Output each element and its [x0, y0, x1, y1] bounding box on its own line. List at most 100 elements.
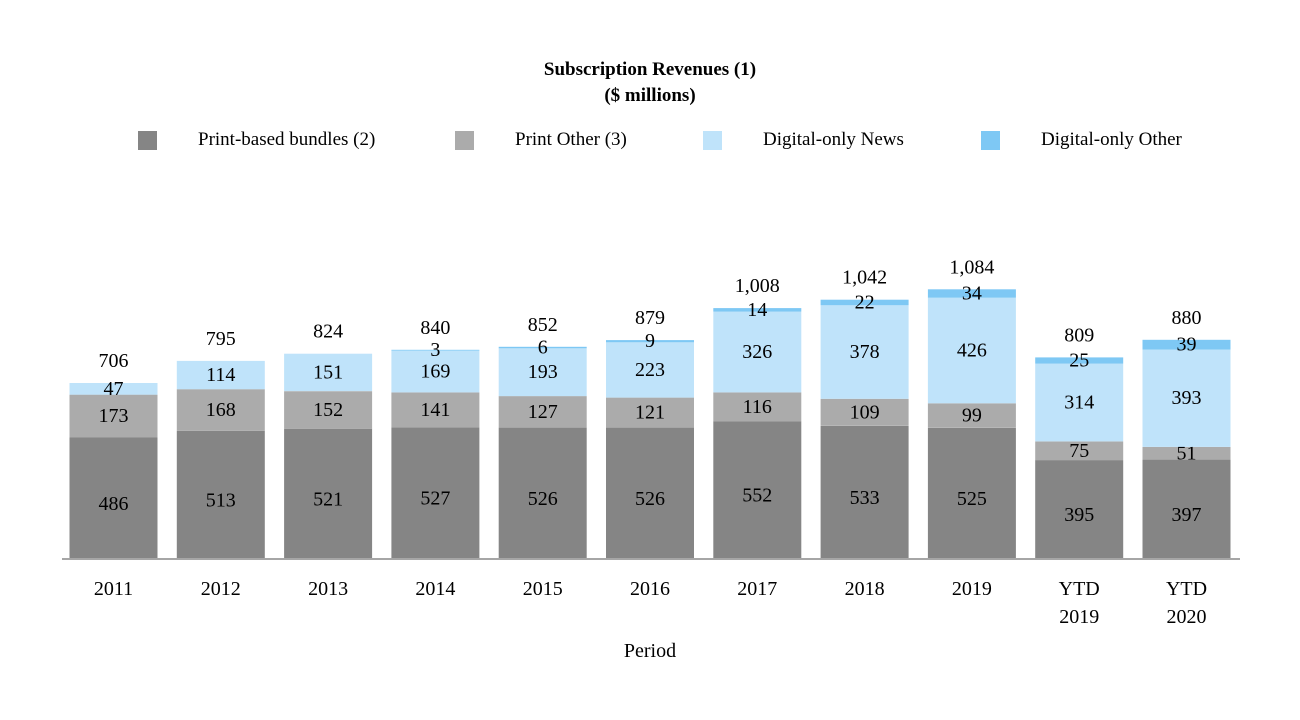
legend-label-print-other: Print Other (3)	[515, 129, 627, 150]
bar-segment	[391, 427, 480, 558]
x-tick-label: 2017	[737, 578, 777, 600]
legend-swatch-digital-other	[981, 130, 1000, 150]
bar-segment	[176, 360, 265, 390]
data-label: 116	[743, 396, 772, 418]
bar-segment	[713, 311, 802, 393]
bar-segment	[284, 428, 373, 558]
data-label: 121	[635, 402, 665, 424]
bar-segment	[820, 305, 909, 399]
x-tick-label: YTD 2020	[1166, 578, 1207, 628]
bar-segment	[713, 308, 802, 312]
data-label: 99	[962, 405, 982, 427]
legend-label-digital-news: Digital-only News	[763, 129, 904, 150]
data-label: 75	[1069, 440, 1089, 462]
bar-segment	[820, 299, 909, 306]
bar-segment	[1142, 446, 1231, 460]
data-label: 152	[313, 399, 343, 421]
bar-segment	[820, 398, 909, 426]
bar-segment	[69, 437, 158, 558]
bar-segment	[391, 349, 480, 351]
x-tick-label-line: 2018	[845, 578, 885, 600]
legend-label-print-bundles: Print-based bundles (2)	[198, 129, 376, 150]
bar-segment	[606, 340, 694, 343]
data-label: 527	[420, 488, 450, 510]
bar-segment	[391, 392, 480, 428]
x-tick-label-line: 2014	[415, 578, 455, 600]
x-tick-label: 2014	[415, 578, 455, 600]
data-label: 25	[1069, 350, 1089, 372]
bar-segment	[498, 396, 587, 428]
bar-segment	[927, 289, 1016, 298]
chart-title-main: Subscription Revenues (1)	[543, 59, 757, 80]
x-tick-label-line: 2016	[630, 578, 670, 600]
bar-segment	[927, 297, 1016, 404]
total-label: 795	[206, 328, 236, 350]
data-label: 168	[206, 399, 236, 421]
data-label: 486	[99, 493, 129, 515]
legend-item-print-other	[455, 126, 474, 154]
bar-segment	[498, 348, 587, 397]
x-tick-label: 2015	[523, 578, 563, 600]
data-label: 525	[957, 488, 987, 510]
data-label: 395	[1064, 504, 1094, 526]
total-label: 880	[1172, 307, 1202, 329]
data-label: 173	[99, 405, 129, 427]
total-label: 840	[420, 317, 450, 339]
bar-segment	[176, 430, 265, 558]
x-axis-title: Period	[624, 640, 676, 662]
bar-segment	[1035, 441, 1124, 461]
chart-subtitle: ($ millions)	[604, 85, 696, 106]
bar-segment	[713, 392, 802, 422]
data-label: 326	[742, 341, 772, 363]
legend-swatch-print-bundles	[138, 130, 157, 150]
bar-segment	[391, 350, 480, 393]
bar-segment	[498, 427, 587, 558]
x-tick-label: 2016	[630, 578, 670, 600]
bar-segment	[284, 391, 373, 429]
bar-segment	[498, 346, 587, 349]
total-label: 824	[313, 321, 343, 343]
bar-segment	[69, 394, 158, 438]
bar-segment	[1142, 339, 1231, 350]
x-tick-label-line: 2020	[1167, 606, 1207, 628]
x-tick-label: 2013	[308, 578, 348, 600]
bar-segment	[1142, 459, 1231, 558]
legend-item-print-bundles	[138, 126, 157, 154]
x-tick-label: 2011	[94, 578, 133, 600]
bar-segment	[1035, 357, 1124, 364]
data-label: 397	[1172, 504, 1202, 526]
bar-segment	[927, 427, 1016, 558]
data-label: 22	[855, 291, 875, 313]
legend-swatch-digital-news	[703, 130, 722, 150]
bar-segment	[820, 425, 909, 558]
total-label: 852	[528, 314, 558, 336]
data-label: 393	[1172, 387, 1202, 409]
x-tick-label-line: 2019	[1059, 606, 1099, 628]
total-label: 1,042	[842, 267, 887, 289]
data-label: 151	[313, 361, 343, 383]
bar-segment	[1035, 460, 1124, 558]
data-label: 169	[420, 361, 450, 383]
bar-segment	[176, 389, 265, 431]
total-label: 879	[635, 307, 665, 329]
legend-item-digital-news	[703, 126, 722, 154]
data-label: 521	[313, 488, 343, 510]
data-label: 526	[635, 488, 665, 510]
bar-segment	[1142, 349, 1231, 447]
x-tick-label-line: 2011	[94, 578, 133, 600]
x-tick-label-line: 2019	[952, 578, 992, 600]
data-label: 223	[635, 359, 665, 381]
data-label: 14	[747, 299, 767, 321]
x-tick-label-line: 2015	[523, 578, 563, 600]
chart-legend: Print-based bundles (2) Print Other (3) …	[0, 126, 1300, 154]
x-tick-label: 2012	[201, 578, 241, 600]
data-label: 314	[1064, 392, 1094, 414]
data-label: 378	[850, 341, 880, 363]
data-label: 114	[206, 364, 235, 386]
bar-segment	[69, 383, 158, 395]
x-tick-label: 2019	[952, 578, 992, 600]
data-label: 526	[528, 488, 558, 510]
data-label: 127	[528, 401, 558, 423]
bar-segment	[927, 403, 1016, 428]
